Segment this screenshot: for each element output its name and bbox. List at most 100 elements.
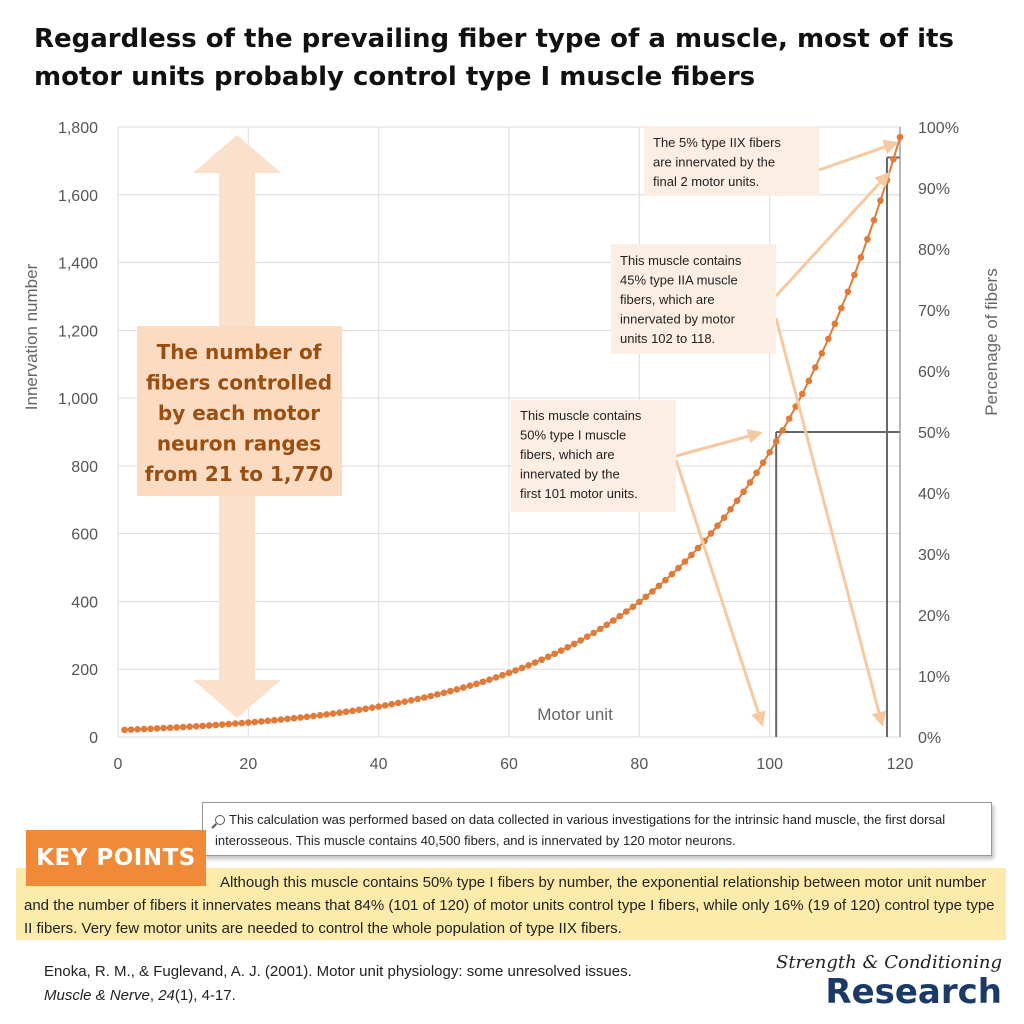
data-point xyxy=(394,699,402,707)
type1-annotation-line: fibers, which are xyxy=(520,447,615,462)
iia-annotation-line: units 102 to 118. xyxy=(620,331,715,346)
data-point xyxy=(134,726,141,733)
data-point xyxy=(512,667,519,674)
iix-annotation-box xyxy=(644,126,819,196)
data-point xyxy=(245,719,252,726)
chart-guides xyxy=(775,156,900,737)
iix-annotation-line: The 5% type IIX fibers xyxy=(653,135,781,150)
range-annotation-line: by each motor xyxy=(158,401,320,425)
data-point xyxy=(362,705,369,713)
data-point xyxy=(766,449,773,456)
reference: Enoka, R. M., & Fuglevand, A. J. (2001).… xyxy=(44,960,764,1008)
iix-pointer xyxy=(818,139,899,172)
data-point xyxy=(596,625,604,633)
data-point xyxy=(798,390,806,398)
data-point xyxy=(583,633,591,641)
chart-annotations: The number of fibers controlled by each mo… xyxy=(137,126,819,512)
data-point xyxy=(675,564,682,572)
data-point xyxy=(570,640,578,648)
iix-annotation-line: are innervated by the xyxy=(653,155,775,170)
data-point xyxy=(205,722,213,729)
reference-journal: Muscle & Nerve xyxy=(44,987,150,1004)
type1-pointer-down xyxy=(674,459,766,727)
data-point xyxy=(192,722,200,730)
range-annotation-line: from 21 to 1,770 xyxy=(145,462,333,486)
data-point xyxy=(518,664,526,672)
reference-sep: , xyxy=(149,987,159,1004)
y-tick-label: 200 xyxy=(71,662,98,679)
data-point xyxy=(486,676,493,683)
data-point xyxy=(609,617,617,624)
data-point xyxy=(825,335,832,343)
type1-annotation-line: innervated by the xyxy=(520,467,620,482)
data-point xyxy=(186,723,193,730)
data-point xyxy=(368,704,376,711)
iia-annotation-line: fibers, which are xyxy=(620,292,715,307)
data-point xyxy=(740,488,747,496)
type1-annotation-line: first 101 motor units. xyxy=(520,486,638,501)
x-tick-label: 80 xyxy=(630,756,648,773)
data-point xyxy=(694,544,702,552)
x-axis-title: Motor unit xyxy=(537,705,613,724)
y-tick-label: 1,000 xyxy=(58,391,98,408)
y2-axis-title: Percenage of fibers xyxy=(982,268,1001,415)
data-point xyxy=(505,669,513,677)
calculation-note: This calculation was performed based on … xyxy=(202,802,992,856)
data-point xyxy=(420,694,428,701)
data-point xyxy=(355,706,363,714)
y2-tick-label: 60% xyxy=(918,364,950,381)
y-axis-title: Innervation number xyxy=(22,263,41,410)
data-point xyxy=(753,469,760,477)
data-point xyxy=(388,700,396,708)
data-point xyxy=(564,644,571,651)
y2-tick-label: 80% xyxy=(918,242,950,259)
data-point xyxy=(525,661,532,669)
data-point xyxy=(290,714,298,722)
data-point xyxy=(121,726,128,734)
data-point xyxy=(746,479,754,486)
data-point xyxy=(811,364,819,371)
x-tick-label: 40 xyxy=(370,756,388,773)
data-point xyxy=(577,637,584,644)
data-point xyxy=(616,612,624,620)
data-point xyxy=(857,254,865,261)
data-point xyxy=(218,721,226,728)
data-point xyxy=(140,725,148,733)
data-point xyxy=(655,582,663,590)
data-point xyxy=(531,659,539,666)
x-tick-label: 100 xyxy=(756,756,783,773)
range-annotation-line: neuron ranges xyxy=(157,432,321,456)
data-point xyxy=(166,724,174,732)
data-point xyxy=(870,216,878,224)
data-point xyxy=(681,558,689,565)
data-point xyxy=(714,522,721,529)
data-point xyxy=(636,598,643,606)
data-point xyxy=(662,576,669,584)
data-point xyxy=(479,678,487,686)
iia-annotation-line: innervated by motor xyxy=(620,312,736,327)
y2-tick-label: 20% xyxy=(918,608,950,625)
data-point xyxy=(453,686,461,693)
data-point xyxy=(258,718,265,725)
data-point xyxy=(375,703,382,710)
data-point xyxy=(557,647,565,654)
y-tick-label: 600 xyxy=(71,527,98,544)
range-annotation-line: fibers controlled xyxy=(146,371,332,395)
y2-tick-label: 90% xyxy=(918,181,950,198)
type1-annotation-line: This muscle contains xyxy=(520,408,642,423)
y-tick-label: 0 xyxy=(89,730,98,747)
iia-pointer-down xyxy=(774,317,887,727)
data-point xyxy=(896,133,904,141)
data-point xyxy=(538,656,545,664)
y2-tick-label: 0% xyxy=(918,730,941,747)
data-point xyxy=(401,698,409,705)
data-point xyxy=(877,197,884,204)
brand-logo: Strength & Conditioning Research xyxy=(772,952,1002,1011)
data-point xyxy=(623,608,630,615)
innervation-chart: 0 20 40 60 80 100 120 0 200 400 600 800 1,000 1,200 1,… xyxy=(22,120,1001,773)
data-point xyxy=(323,711,330,718)
type1-annotation-line: 50% type I muscle xyxy=(520,428,626,443)
y-tick-label: 800 xyxy=(71,459,98,476)
data-point xyxy=(212,721,220,729)
data-point xyxy=(336,709,343,716)
